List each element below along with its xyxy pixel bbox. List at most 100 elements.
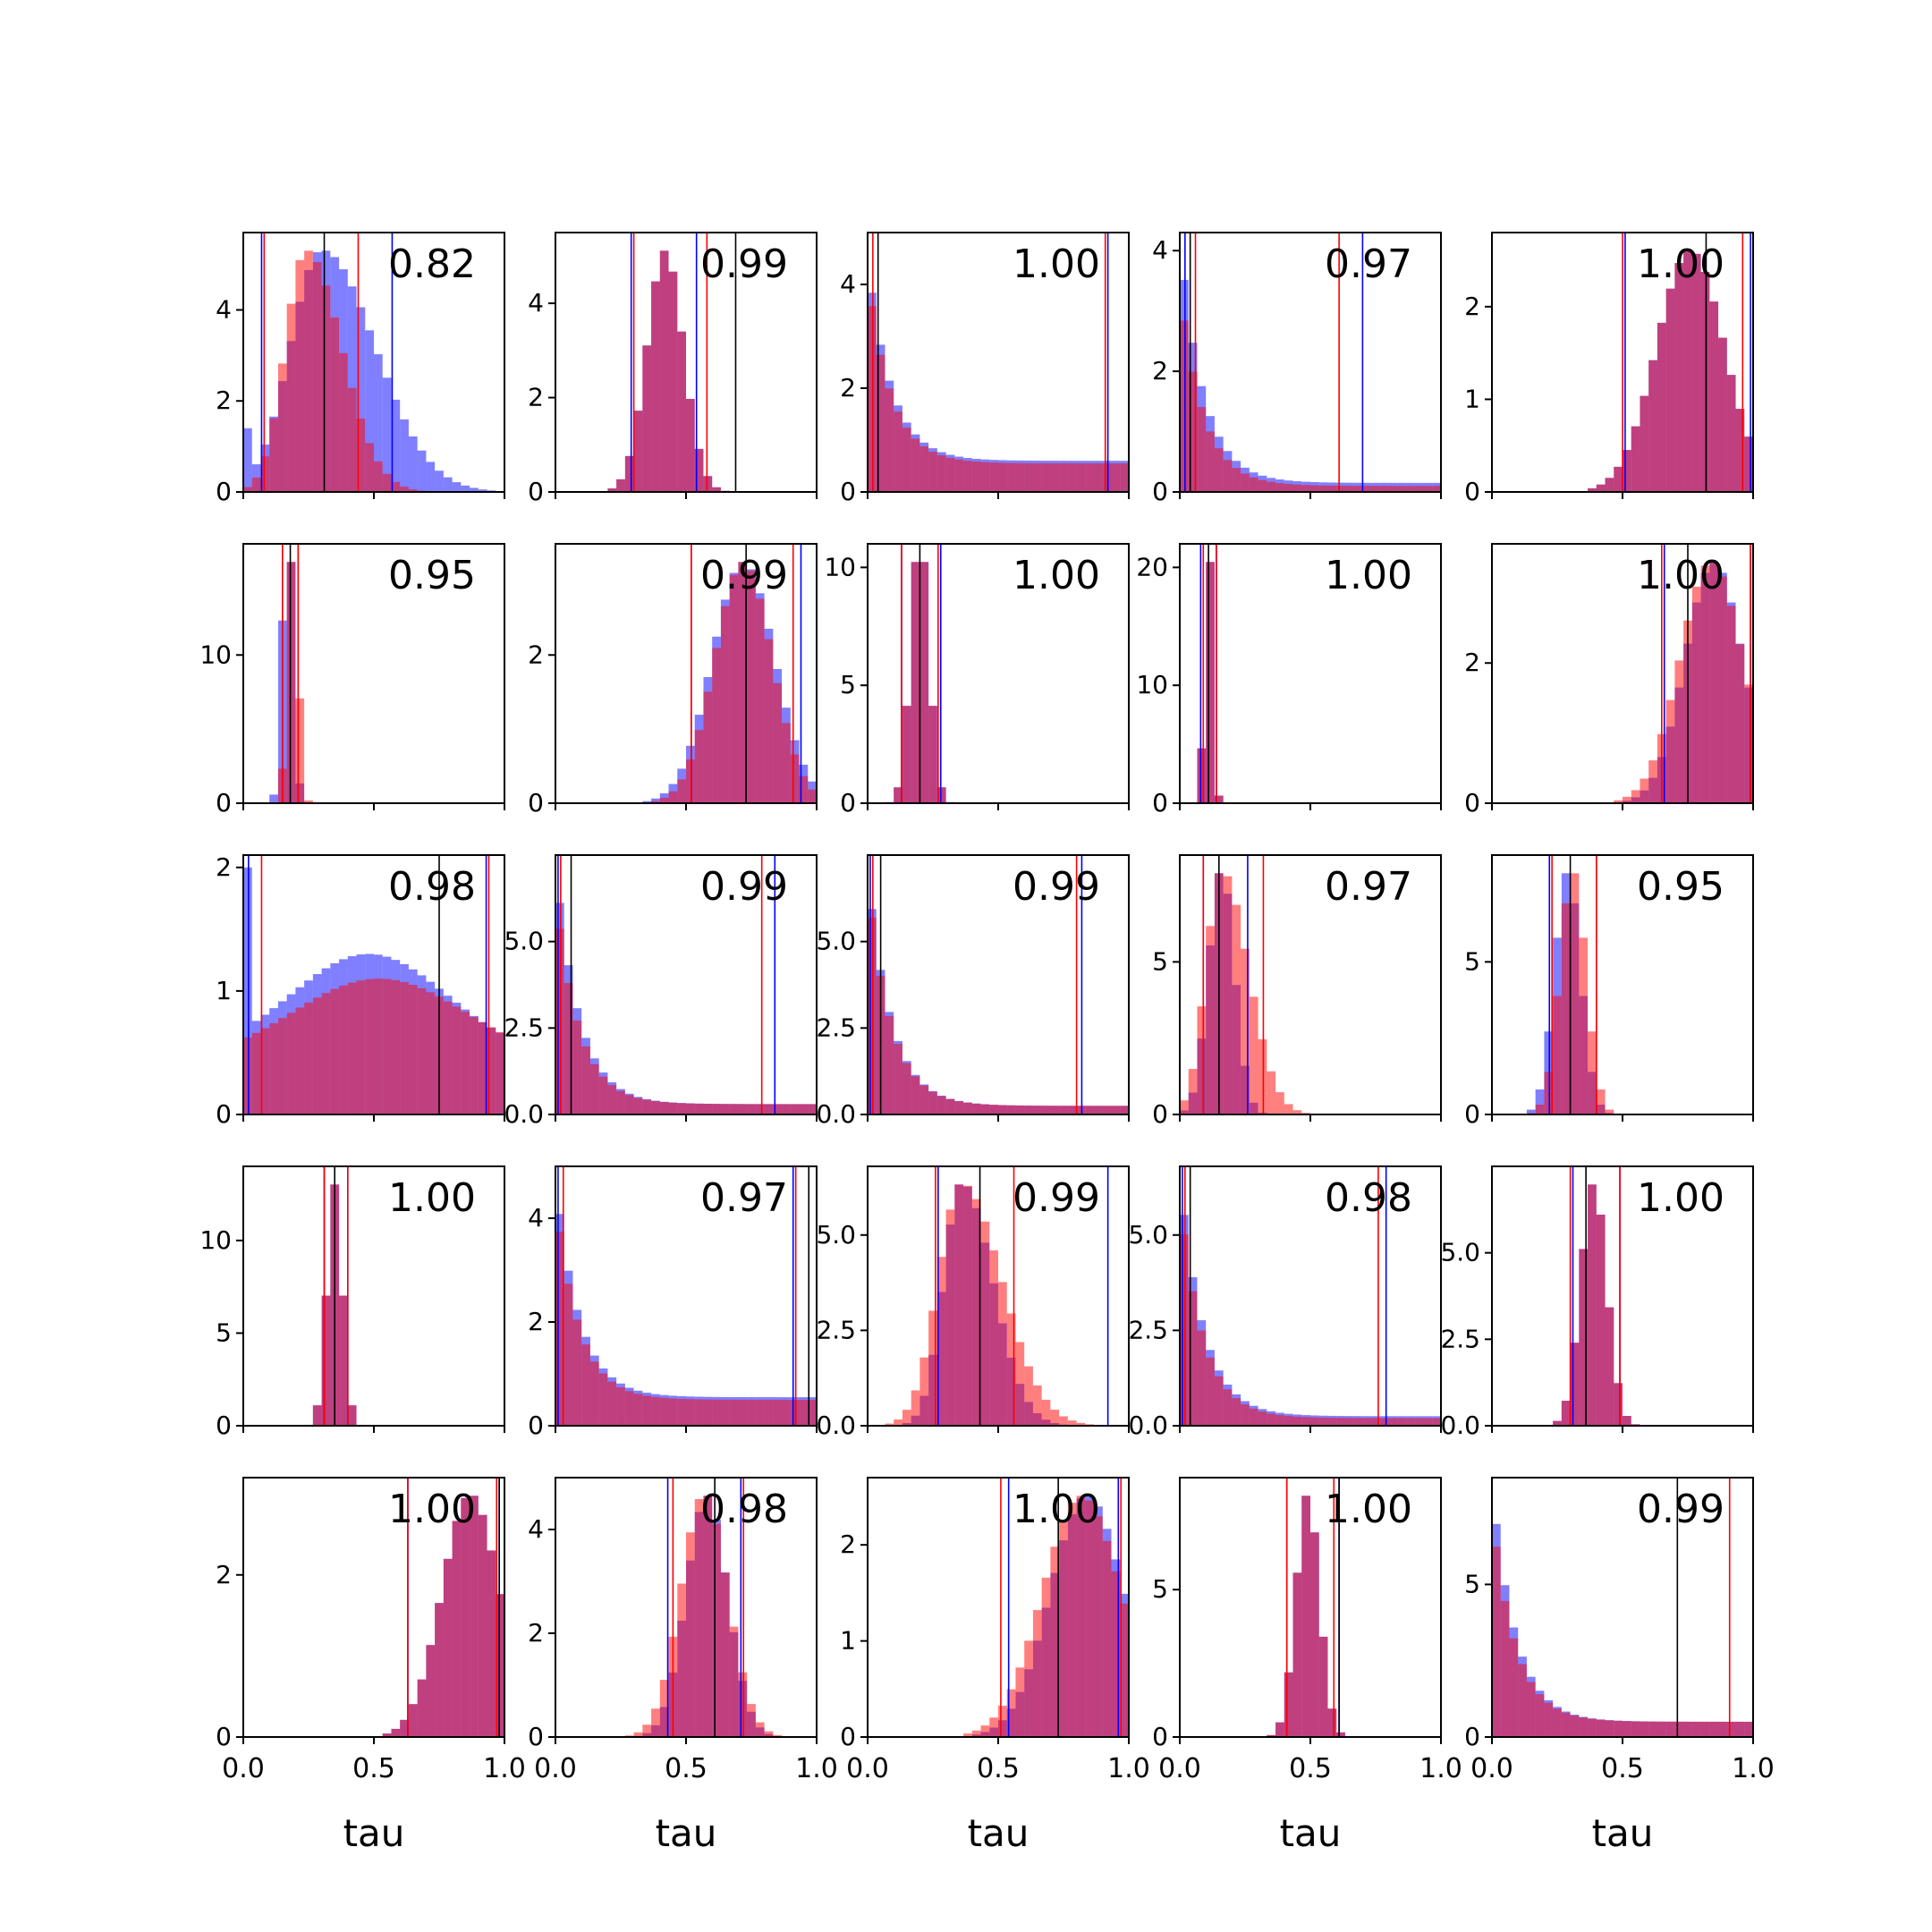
red-bar bbox=[1691, 1721, 1701, 1737]
red-bar bbox=[1059, 1416, 1068, 1426]
red-bar bbox=[408, 489, 418, 492]
red-bar bbox=[1249, 477, 1258, 492]
panel-annotation: 1.00 bbox=[1637, 1175, 1724, 1221]
red-bar bbox=[936, 1257, 946, 1426]
panel-annotation: 0.99 bbox=[1013, 864, 1100, 910]
red-bar bbox=[902, 1410, 911, 1426]
panel-annotation: 0.99 bbox=[700, 553, 788, 598]
red-bar bbox=[712, 1104, 721, 1114]
red-bar bbox=[1188, 371, 1198, 492]
red-bar bbox=[1327, 1418, 1337, 1426]
red-bar bbox=[1102, 1540, 1112, 1737]
panel-1-1: 0 2 4 0.82 bbox=[216, 232, 505, 506]
red-bar bbox=[1718, 576, 1727, 803]
red-bar bbox=[945, 1209, 955, 1426]
blue-bar bbox=[382, 377, 392, 492]
red-bar bbox=[564, 1284, 573, 1426]
y-tick-label: 0.0 bbox=[816, 1099, 856, 1129]
red-bar bbox=[1509, 1638, 1519, 1737]
red-bar bbox=[391, 979, 401, 1114]
blue-bar bbox=[426, 462, 436, 492]
red-bar bbox=[1735, 409, 1745, 492]
red-bar bbox=[1535, 1694, 1545, 1737]
panel-annotation: 0.97 bbox=[1325, 864, 1412, 910]
red-histogram bbox=[555, 1232, 817, 1426]
red-bar bbox=[651, 1708, 660, 1737]
red-bar bbox=[1492, 1546, 1501, 1737]
red-bar bbox=[963, 1733, 972, 1737]
panel-3-3: 0.0 2.5 5.0 0.99 bbox=[816, 854, 1130, 1129]
red-bar bbox=[1379, 486, 1389, 492]
panel-2-3: 0 5 10 1.00 bbox=[824, 543, 1130, 818]
red-bar bbox=[251, 1032, 261, 1114]
y-tick-label: 2 bbox=[840, 373, 856, 402]
red-bar bbox=[712, 648, 721, 803]
red-bar bbox=[1310, 485, 1319, 492]
panel-4-1: 0 5 10 1.00 bbox=[199, 1165, 505, 1440]
red-bar bbox=[1067, 1503, 1077, 1737]
red-bar bbox=[496, 1594, 504, 1737]
red-bar bbox=[694, 1399, 704, 1426]
red-bar bbox=[589, 1063, 599, 1114]
red-bar bbox=[894, 787, 902, 803]
red-bar bbox=[1371, 1418, 1380, 1426]
red-bar bbox=[902, 1063, 911, 1114]
red-bar bbox=[1623, 450, 1631, 492]
red-bar bbox=[269, 418, 278, 492]
red-bar bbox=[304, 250, 313, 492]
y-tick-label: 2 bbox=[528, 383, 544, 412]
red-bar bbox=[686, 1399, 695, 1426]
red-bar bbox=[945, 457, 955, 492]
red-bar bbox=[686, 1103, 695, 1114]
y-tick-label: 0 bbox=[840, 1722, 856, 1751]
y-tick-label: 5 bbox=[1152, 946, 1168, 976]
red-bar bbox=[374, 461, 383, 492]
panel-2-1: 0 10 0.95 bbox=[199, 543, 505, 818]
y-tick-label: 0.0 bbox=[816, 1411, 856, 1440]
red-bar bbox=[312, 261, 322, 492]
red-bar bbox=[1631, 426, 1640, 492]
y-tick-label: 0 bbox=[216, 788, 232, 818]
red-bar bbox=[928, 451, 937, 492]
red-bar bbox=[998, 1282, 1007, 1426]
red-bar bbox=[971, 1103, 981, 1114]
red-histogram bbox=[963, 1496, 1129, 1737]
red-histogram bbox=[1197, 562, 1224, 803]
red-bar bbox=[1623, 1721, 1631, 1737]
red-bar bbox=[1379, 1418, 1389, 1426]
red-bar bbox=[304, 1002, 313, 1114]
blue-bar bbox=[642, 801, 652, 803]
panel-annotation: 0.95 bbox=[1637, 864, 1724, 910]
red-bar bbox=[642, 1099, 652, 1114]
red-bar bbox=[598, 1373, 608, 1426]
red-bar bbox=[936, 787, 946, 803]
y-tick-label: 0 bbox=[840, 788, 856, 818]
red-bar bbox=[876, 354, 886, 492]
red-bar bbox=[980, 1221, 990, 1426]
y-tick-label: 2 bbox=[528, 640, 544, 669]
red-bar bbox=[755, 598, 765, 803]
panel-2-2: 020.99 bbox=[528, 543, 818, 818]
red-bar bbox=[426, 992, 436, 1114]
red-bar bbox=[321, 993, 331, 1114]
y-tick-label: 5.0 bbox=[1440, 1238, 1480, 1267]
red-bar bbox=[790, 1104, 800, 1114]
red-histogram bbox=[651, 562, 817, 803]
x-tick-label: 0.5 bbox=[1289, 1753, 1332, 1784]
red-histogram bbox=[868, 917, 1129, 1114]
red-bar bbox=[1327, 485, 1337, 492]
panel-3-1: 0 1 2 0.98 bbox=[216, 852, 505, 1129]
y-tick-label: 5.0 bbox=[816, 927, 856, 956]
y-tick-label: 0 bbox=[1152, 1099, 1168, 1129]
red-bar bbox=[1032, 1610, 1042, 1737]
y-tick-label: 10 bbox=[199, 640, 232, 669]
red-bar bbox=[1605, 1720, 1614, 1737]
red-bar bbox=[347, 387, 357, 492]
red-bar bbox=[868, 306, 877, 492]
red-bar bbox=[1094, 463, 1103, 492]
y-tick-label: 5.0 bbox=[1128, 1220, 1168, 1250]
red-bar bbox=[1006, 462, 1016, 492]
red-bar bbox=[936, 1096, 946, 1114]
red-bar bbox=[487, 1027, 496, 1114]
red-bar bbox=[954, 1184, 964, 1426]
